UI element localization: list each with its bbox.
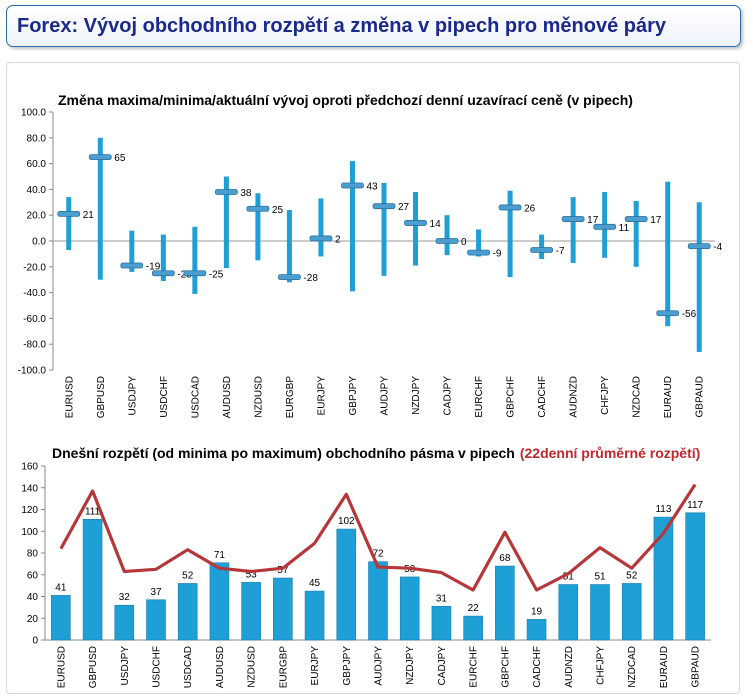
current-label: 14: [430, 219, 442, 230]
page-header: Forex: Vývoj obchodního rozpětí a změna …: [6, 5, 741, 47]
current-label: 11: [619, 223, 630, 234]
x-category-label: GBPAUD: [695, 376, 706, 418]
current-marker: [246, 205, 270, 212]
current-marker: [687, 243, 711, 250]
current-marker: [467, 249, 490, 256]
range-chart-title: Změna maxima/minima/aktuální vývoj oprot…: [58, 92, 633, 108]
x-category-label: GBPUSD: [96, 376, 107, 418]
x-category-label: GBPJPY: [348, 376, 359, 416]
y-tick-label: 60.0: [27, 159, 47, 170]
current-label: 43: [366, 182, 378, 193]
current-label: -28: [303, 273, 318, 284]
current-label: -7: [556, 246, 565, 257]
range-bar: [539, 234, 545, 260]
y-tick-label: 100.0: [21, 108, 46, 119]
current-marker: [530, 247, 554, 253]
x-category-label: CADCHF: [537, 376, 548, 418]
x-category-label: AUDJPY: [380, 376, 391, 416]
current-label: 25: [272, 205, 284, 216]
current-marker: [309, 235, 333, 242]
range-bar: [286, 210, 292, 283]
range-bar: [570, 197, 576, 263]
current-label: 17: [587, 215, 599, 226]
x-category-label: AUDNZD: [569, 376, 580, 418]
current-marker: [341, 182, 364, 189]
range-bar: [223, 176, 229, 269]
x-category-label: NZDCAD: [632, 376, 643, 418]
range-bar: [255, 193, 261, 261]
y-tick-label: 0.0: [32, 237, 46, 248]
current-label: -9: [493, 249, 502, 260]
page-title: Forex: Vývoj obchodního rozpětí a změna …: [17, 15, 667, 37]
current-marker: [593, 223, 617, 230]
current-marker: [88, 154, 112, 161]
current-marker: [151, 270, 175, 277]
range-bar: [507, 190, 513, 278]
range-bar: [696, 202, 702, 352]
current-marker: [624, 216, 648, 222]
current-marker: [561, 216, 585, 222]
range-bar: [66, 197, 72, 251]
current-marker: [404, 220, 427, 226]
y-tick-label: -40.0: [23, 288, 46, 299]
x-category-label: NZDUSD: [253, 376, 264, 418]
current-label: 65: [114, 153, 126, 164]
x-category-label: CADJPY: [443, 376, 454, 416]
x-category-label: EURCHF: [474, 376, 485, 418]
range-bar: [444, 215, 450, 256]
x-category-label: GBPCHF: [506, 376, 517, 418]
x-category-label: CHFJPY: [600, 376, 611, 415]
current-label: 27: [398, 202, 410, 213]
current-marker: [435, 238, 459, 244]
current-marker: [278, 274, 301, 281]
range-bar: [349, 161, 355, 292]
current-label: 0: [461, 237, 467, 248]
current-label: 2: [335, 234, 341, 245]
current-marker: [57, 211, 81, 217]
x-category-label: EURAUD: [663, 376, 674, 418]
x-category-label: EURUSD: [64, 376, 75, 418]
x-category-label: USDCAD: [190, 376, 201, 418]
range-bar: [129, 230, 135, 272]
y-tick-label: -80.0: [23, 340, 46, 351]
current-marker: [372, 203, 396, 210]
y-tick-label: -100.0: [18, 366, 47, 377]
x-category-label: EURGBP: [285, 376, 296, 419]
current-label: 26: [524, 203, 536, 214]
y-tick-label: 80.0: [27, 133, 47, 144]
current-marker: [214, 189, 238, 195]
range-bar: [160, 234, 166, 281]
current-marker: [120, 262, 144, 269]
current-label: 38: [240, 188, 252, 199]
current-label: -56: [682, 309, 697, 320]
current-label: 17: [650, 215, 662, 226]
range-bar: [97, 137, 103, 280]
x-category-label: USDCHF: [159, 376, 170, 418]
range-bar: [476, 229, 482, 257]
range-bar: [381, 182, 387, 276]
range-bar: [318, 198, 324, 257]
current-marker: [183, 270, 207, 277]
range-bar: [413, 191, 419, 266]
current-marker: [498, 204, 522, 211]
y-tick-label: -20.0: [23, 262, 46, 273]
current-marker: [656, 310, 680, 317]
current-label: -25: [209, 269, 224, 280]
current-label: -4: [713, 242, 722, 253]
range-bar: [665, 181, 671, 327]
x-category-label: NZDJPY: [411, 376, 422, 415]
x-category-label: EURJPY: [316, 376, 327, 416]
x-category-label: USDJPY: [127, 376, 138, 416]
x-category-label: AUDUSD: [222, 376, 233, 418]
range-bar: [192, 226, 198, 294]
current-label: -19: [146, 262, 161, 273]
y-tick-label: 40.0: [27, 185, 47, 196]
range-bar: [633, 201, 639, 267]
current-label: 21: [83, 210, 95, 221]
y-tick-label: 20.0: [27, 211, 47, 222]
y-tick-label: -60.0: [23, 314, 46, 325]
